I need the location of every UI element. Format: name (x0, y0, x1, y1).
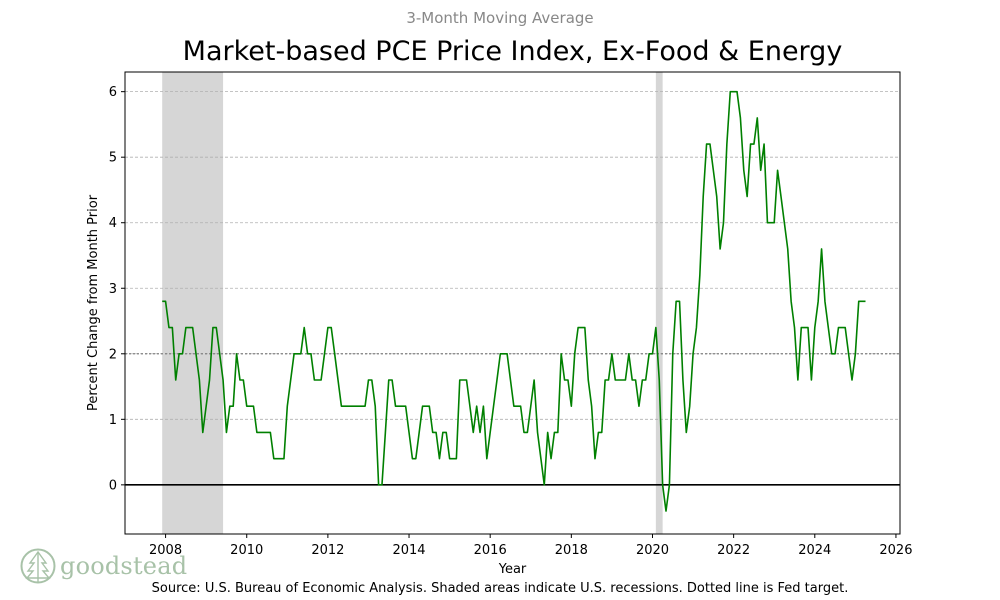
recession-band-2 (655, 72, 663, 534)
recession-band-1 (162, 72, 224, 534)
chart-subtitle: 3-Month Moving Average (406, 9, 594, 27)
x-tick-label-2010: 2010 (230, 543, 263, 558)
x-tick-label-2020: 2020 (636, 543, 669, 558)
recession-bands (162, 72, 663, 534)
x-tick-label-2026: 2026 (879, 543, 912, 558)
x-axis: 2008 2010 2012 2014 2016 2018 2020 2022 2024 2026 (149, 534, 912, 558)
series-layer (162, 90, 866, 512)
x-tick-label-2012: 2012 (311, 543, 344, 558)
source-note: Source: U.S. Bureau of Economic Analysis… (151, 581, 849, 596)
x-tick-label-2024: 2024 (798, 543, 831, 558)
y-tick-label-2: 2 (109, 347, 117, 362)
x-tick-label-2018: 2018 (555, 543, 588, 558)
y-tick-label-0: 0 (109, 478, 117, 493)
y-tick-label-6: 6 (109, 85, 117, 100)
logo-wordmark: goodstead (60, 552, 188, 580)
brand-logo: goodstead (20, 546, 187, 586)
series-line-1 (162, 90, 866, 512)
plot-frame (124, 71, 901, 535)
y-tick-label-1: 1 (109, 413, 117, 428)
x-tick-label-2016: 2016 (474, 543, 507, 558)
y-axis: 0 1 2 3 4 5 6 (109, 85, 125, 493)
x-tick-label-2008: 2008 (149, 543, 182, 558)
reference-lines (125, 353, 900, 486)
y-tick-label-5: 5 (109, 151, 117, 166)
y-tick-label-4: 4 (109, 216, 117, 231)
x-tick-label-2014: 2014 (392, 543, 425, 558)
grid-lines (125, 91, 900, 420)
y-axis-label: Percent Change from Month Prior (86, 194, 101, 411)
x-axis-label: Year (498, 562, 527, 577)
tree-icon (20, 548, 56, 584)
chart-title: Market-based PCE Price Index, Ex-Food & … (182, 36, 843, 67)
x-tick-label-2022: 2022 (717, 543, 750, 558)
y-tick-label-3: 3 (109, 282, 117, 297)
